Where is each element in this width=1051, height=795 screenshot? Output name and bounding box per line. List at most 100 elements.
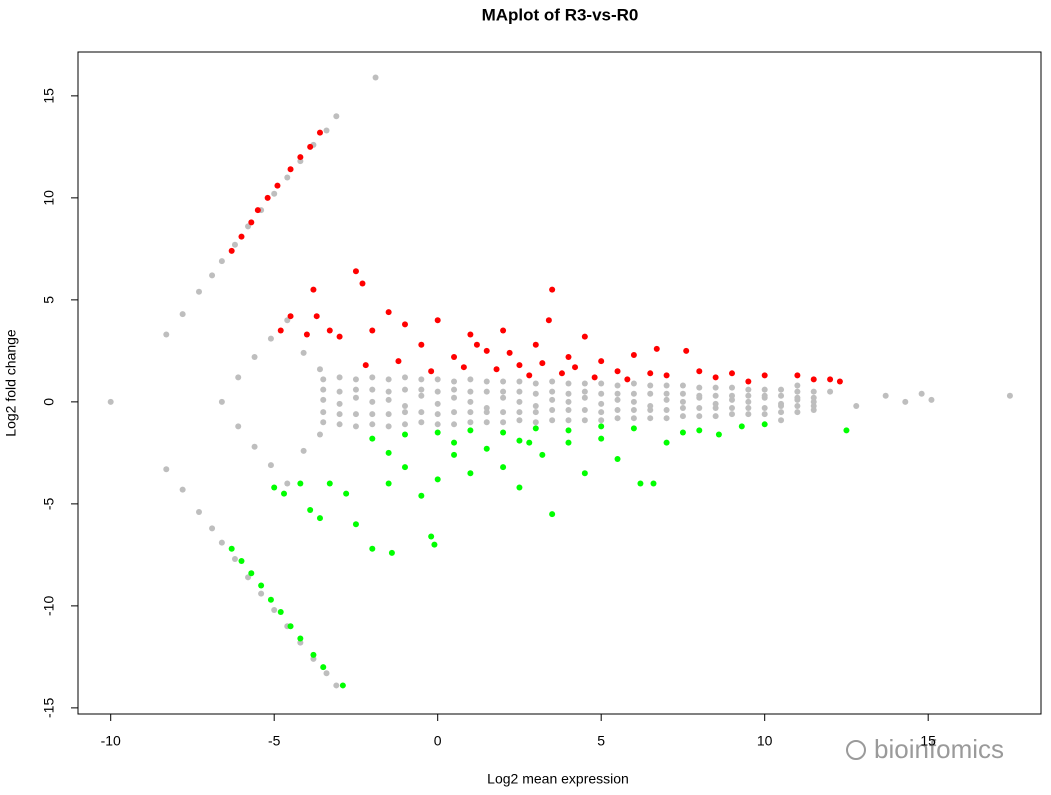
point <box>418 409 425 416</box>
point <box>532 402 539 409</box>
points <box>107 74 1013 689</box>
point <box>179 311 186 318</box>
point <box>794 396 801 403</box>
point <box>271 190 278 197</box>
point <box>728 404 735 411</box>
point <box>483 409 490 416</box>
point <box>614 382 621 389</box>
point <box>614 390 621 397</box>
point <box>761 421 768 428</box>
point <box>663 415 670 422</box>
point <box>598 409 605 416</box>
point <box>882 392 889 399</box>
point <box>683 347 690 354</box>
point <box>326 480 333 487</box>
point <box>696 368 703 375</box>
point <box>630 380 637 387</box>
point <box>369 421 376 428</box>
point <box>549 511 556 518</box>
point <box>316 129 323 136</box>
point <box>339 682 346 689</box>
point <box>728 396 735 403</box>
point <box>712 392 719 399</box>
point <box>810 376 817 383</box>
point <box>614 415 621 422</box>
point <box>401 402 408 409</box>
point <box>307 506 314 513</box>
point <box>336 388 343 395</box>
point <box>251 443 258 450</box>
point <box>300 349 307 356</box>
point <box>451 451 458 458</box>
point <box>352 394 359 401</box>
point <box>836 378 843 385</box>
point <box>264 194 271 201</box>
point <box>728 411 735 418</box>
point <box>679 390 686 397</box>
point <box>320 409 327 416</box>
point <box>532 380 539 387</box>
point <box>248 570 255 577</box>
point <box>545 317 552 324</box>
point <box>359 280 366 287</box>
point <box>679 413 686 420</box>
point <box>300 447 307 454</box>
point <box>369 374 376 381</box>
point <box>297 635 304 642</box>
point <box>761 394 768 401</box>
point <box>284 317 291 324</box>
point <box>598 423 605 430</box>
point <box>500 464 507 471</box>
point <box>506 349 513 356</box>
point <box>369 327 376 334</box>
point <box>418 392 425 399</box>
point <box>696 404 703 411</box>
point <box>336 400 343 407</box>
point <box>650 480 657 487</box>
point <box>679 429 686 436</box>
point <box>738 423 745 430</box>
plot-box <box>77 51 1042 715</box>
point <box>715 431 722 438</box>
point <box>401 431 408 438</box>
point <box>630 390 637 397</box>
point <box>853 402 860 409</box>
point <box>761 386 768 393</box>
point <box>653 345 660 352</box>
point <box>483 347 490 354</box>
point <box>614 396 621 403</box>
point <box>418 419 425 426</box>
point <box>532 409 539 416</box>
point <box>598 358 605 365</box>
point <box>451 394 458 401</box>
point <box>316 366 323 373</box>
point <box>245 223 252 230</box>
point <box>385 423 392 430</box>
watermark: bioinfomics <box>874 734 1004 764</box>
point <box>663 390 670 397</box>
point <box>500 394 507 401</box>
point <box>323 127 330 134</box>
point <box>598 417 605 424</box>
x-tick-label: -10 <box>101 733 121 749</box>
point <box>228 545 235 552</box>
point <box>581 407 588 414</box>
point <box>451 409 458 416</box>
point <box>428 368 435 375</box>
point <box>637 480 644 487</box>
point <box>532 390 539 397</box>
point <box>431 541 438 548</box>
point <box>310 651 317 658</box>
point <box>810 407 817 414</box>
point <box>271 606 278 613</box>
point <box>401 386 408 393</box>
point <box>385 480 392 487</box>
point <box>778 402 785 409</box>
point <box>516 362 523 369</box>
point <box>794 382 801 389</box>
point <box>483 445 490 452</box>
point <box>500 429 507 436</box>
point <box>385 376 392 383</box>
point <box>467 398 474 405</box>
point <box>274 182 281 189</box>
